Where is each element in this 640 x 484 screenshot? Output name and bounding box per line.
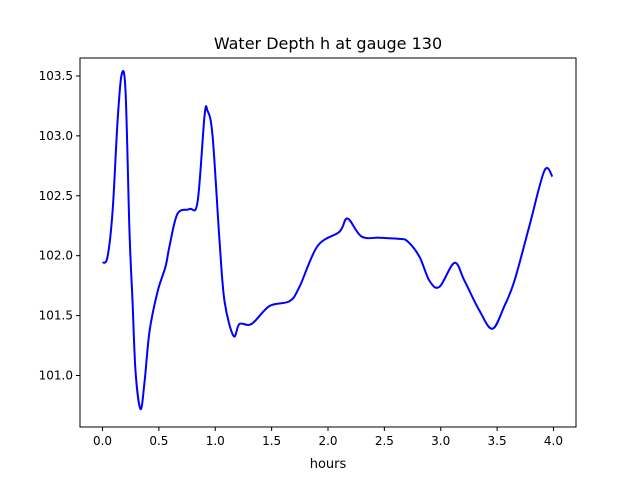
x-axis-label: hours: [310, 457, 347, 472]
y-tick-label: 101.0: [39, 368, 73, 382]
x-tick-label: 1.5: [262, 434, 281, 448]
x-tick-label: 3.5: [488, 434, 507, 448]
x-tick-label: 2.5: [375, 434, 394, 448]
x-tick-label: 0.5: [149, 434, 168, 448]
x-tick-label: 0.0: [93, 434, 112, 448]
y-tick-label: 101.5: [39, 309, 73, 323]
x-tick-label: 3.0: [431, 434, 450, 448]
series-line-h: [101, 69, 554, 411]
y-tick-label: 103.5: [39, 69, 73, 83]
y-tick-label: 103.0: [39, 129, 73, 143]
x-tick-label: 1.0: [206, 434, 225, 448]
y-tick-label: 102.0: [39, 249, 73, 263]
plot-frame: [79, 57, 577, 428]
x-tick-label: 2.0: [318, 434, 337, 448]
chart-title: Water Depth h at gauge 130: [214, 34, 442, 53]
x-tick-label: 4.0: [544, 434, 563, 448]
y-tick-label: 102.5: [39, 189, 73, 203]
